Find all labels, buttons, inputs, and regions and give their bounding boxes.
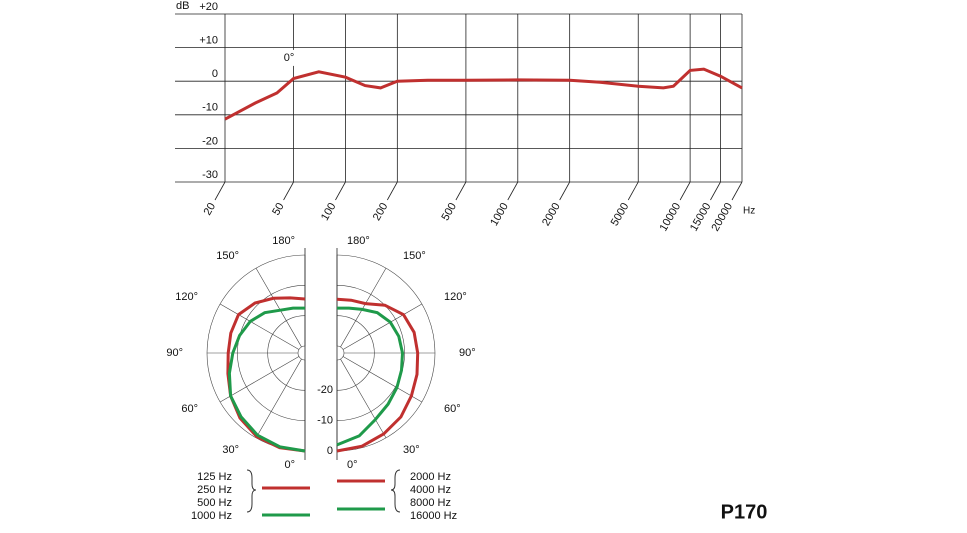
x-tick (731, 181, 743, 201)
polar-spoke (219, 303, 300, 350)
x-tick-label: 20 (202, 201, 219, 218)
x-tick (214, 181, 226, 201)
angle-label: 90° (166, 347, 183, 359)
polar-spoke (342, 356, 423, 403)
polar-curve (336, 306, 405, 447)
angle-label: 120° (175, 291, 198, 303)
r-tick-label: 0 (327, 445, 333, 457)
y-tick-label: 0 (212, 68, 218, 80)
legend-brace (390, 469, 401, 513)
legend-label: 8000 Hz (410, 497, 451, 509)
polar-spoke (342, 303, 423, 350)
y-tick-label: +20 (199, 1, 218, 13)
model-label: P170 (721, 501, 768, 523)
x-axis-label: Hz (743, 206, 755, 217)
annotation-box (279, 49, 299, 66)
polar-spoke (255, 358, 302, 439)
x-tick (679, 181, 691, 201)
annotation: 0° (284, 52, 295, 64)
angle-label: 30° (222, 444, 239, 456)
x-tick (335, 181, 346, 201)
legend-label: 16000 Hz (410, 510, 457, 522)
polar-curve (336, 297, 420, 453)
polar-spoke (255, 267, 302, 348)
angle-label: 60° (181, 403, 198, 415)
legend-label: 4000 Hz (410, 484, 451, 496)
x-tick (283, 181, 294, 201)
polar-curve (226, 296, 306, 453)
angle-label: 150° (216, 250, 239, 262)
x-tick (507, 181, 519, 201)
angle-label: 60° (444, 403, 461, 415)
polar-spoke (340, 267, 387, 348)
r-tick-label: -20 (317, 384, 333, 396)
angle-label: 150° (403, 250, 426, 262)
angle-label: 180° (347, 235, 370, 247)
legend-label: 250 Hz (197, 484, 232, 496)
legend-brace (246, 469, 257, 513)
angle-label: 0° (284, 459, 295, 471)
angle-label: 0° (347, 459, 358, 471)
angle-label: 120° (444, 291, 467, 303)
legend-label: 2000 Hz (410, 471, 451, 483)
angle-label: 90° (459, 347, 476, 359)
x-tick (627, 181, 639, 201)
x-tick (710, 181, 721, 201)
x-tick (455, 181, 467, 201)
legend-label: 125 Hz (197, 471, 232, 483)
angle-label: 180° (272, 235, 295, 247)
x-tick (386, 181, 398, 201)
y-axis-label: dB (176, 0, 189, 12)
polar-spoke (219, 356, 300, 403)
y-tick-label: -30 (202, 169, 218, 181)
x-tick-label: 50 (270, 201, 287, 218)
y-tick-label: +10 (199, 35, 218, 47)
x-tick (559, 181, 571, 201)
polar-spoke (340, 358, 387, 439)
legend-label: 1000 Hz (191, 510, 232, 522)
y-tick-label: -10 (202, 102, 218, 114)
legend-label: 500 Hz (197, 497, 232, 509)
response-curve (224, 67, 743, 121)
y-tick-label: -20 (202, 135, 218, 147)
polar-curve (227, 306, 306, 453)
angle-label: 30° (403, 444, 420, 456)
r-tick-label: -10 (317, 415, 333, 427)
